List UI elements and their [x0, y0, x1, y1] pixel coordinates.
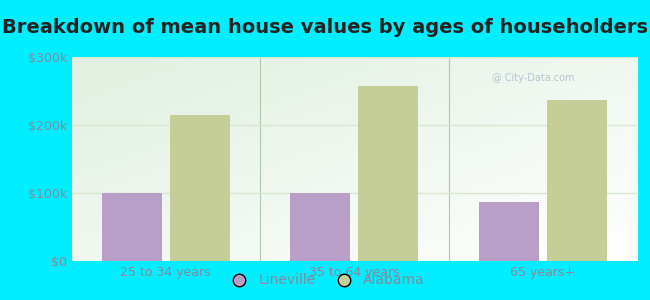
Bar [478, 202, 539, 261]
Bar [358, 85, 419, 261]
Bar [290, 193, 350, 261]
Bar [170, 115, 230, 261]
Bar [547, 100, 607, 261]
Text: Breakdown of mean house values by ages of householders: Breakdown of mean house values by ages o… [2, 18, 648, 37]
Legend: Lineville, Alabama: Lineville, Alabama [220, 268, 430, 293]
Text: @ City-Data.com: @ City-Data.com [492, 73, 574, 83]
Bar [101, 193, 162, 261]
